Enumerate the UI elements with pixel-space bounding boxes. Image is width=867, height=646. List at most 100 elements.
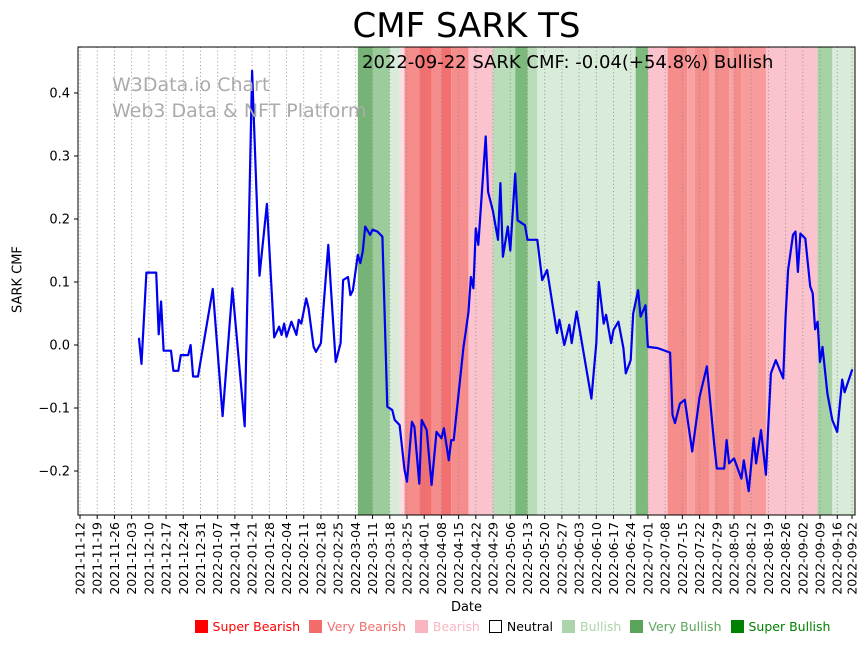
y-tick-label: 0.0	[49, 339, 70, 354]
x-tick-label: 2022-08-19	[761, 522, 776, 595]
sentiment-band	[729, 47, 734, 515]
x-tick-label: 2022-04-22	[468, 522, 483, 595]
x-tick-label: 2021-11-12	[73, 522, 88, 595]
page-title: CMF SARK TS	[352, 6, 581, 46]
x-tick-label: 2021-12-24	[176, 522, 191, 595]
sentiment-band	[451, 47, 469, 515]
x-tick-label: 2022-04-08	[434, 522, 449, 595]
x-tick-label: 2022-02-11	[296, 522, 311, 595]
x-tick-label: 2022-07-22	[692, 522, 707, 595]
sentiment-band	[404, 47, 420, 515]
x-tick-label: 2022-02-04	[279, 522, 294, 595]
legend-swatch-icon	[730, 620, 744, 633]
watermark: W3Data.io Chart Web3 Data & NFT Platform	[112, 72, 366, 124]
legend-item-super-bearish: Super Bearish	[194, 619, 301, 634]
x-tick-label: 2022-03-11	[365, 522, 380, 595]
x-tick-label: 2022-02-18	[313, 522, 328, 595]
sentiment-band	[441, 47, 452, 515]
legend-swatch-icon	[562, 620, 575, 633]
legend-label: Super Bearish	[212, 619, 301, 634]
watermark-line1: W3Data.io Chart	[112, 74, 270, 96]
x-tick-label: 2022-03-04	[348, 522, 363, 595]
x-tick-label: 2022-09-02	[795, 522, 810, 595]
sentiment-band	[357, 47, 373, 515]
y-tick-label: 0.3	[49, 150, 70, 165]
legend-swatch-icon	[194, 620, 208, 633]
x-axis-label: Date	[450, 600, 483, 615]
legend-label: Neutral	[506, 619, 553, 634]
legend-item-very-bullish: Very Bullish	[630, 619, 722, 634]
y-tick-label: 0.4	[49, 87, 70, 102]
sentiment-band	[372, 47, 390, 515]
x-tick-label: 2022-09-16	[830, 522, 845, 595]
x-tick-label: 2022-08-05	[726, 522, 741, 595]
x-tick-label: 2021-12-17	[159, 522, 174, 595]
sentiment-band	[493, 47, 516, 515]
x-tick-label: 2021-12-31	[193, 522, 208, 595]
x-tick-label: 2022-06-17	[606, 522, 621, 595]
x-tick-label: 2022-01-14	[227, 522, 242, 595]
sentiment-band	[399, 47, 405, 515]
sentiment-band	[694, 47, 710, 515]
y-tick-label: 0.1	[49, 276, 70, 291]
x-tick-label: 2022-02-25	[331, 522, 346, 595]
y-tick-label: −0.2	[38, 465, 70, 480]
sentiment-band	[647, 47, 668, 515]
legend-label: Very Bearish	[327, 619, 406, 634]
x-tick-label: 2022-05-20	[537, 522, 552, 595]
legend-item-neutral: Neutral	[488, 619, 553, 634]
x-tick-label: 2021-12-03	[124, 522, 139, 595]
sentiment-band	[832, 47, 855, 515]
x-tick-label: 2022-08-26	[778, 522, 793, 595]
x-tick-label: 2021-12-10	[141, 522, 156, 595]
x-tick-label: 2022-05-13	[520, 522, 535, 595]
x-tick-label: 2022-08-12	[744, 522, 759, 595]
x-tick-label: 2022-07-29	[709, 522, 724, 595]
legend-swatch-icon	[630, 620, 644, 633]
watermark-line2: Web3 Data & NFT Platform	[112, 100, 367, 122]
x-tick-label: 2022-05-27	[554, 522, 569, 595]
x-tick-label: 2022-04-01	[417, 522, 432, 595]
x-tick-label: 2022-01-07	[210, 522, 225, 595]
x-tick-label: 2022-07-15	[675, 522, 690, 595]
x-tick-label: 2022-06-03	[572, 522, 587, 595]
x-tick-label: 2022-06-10	[589, 522, 604, 595]
sentiment-band	[709, 47, 715, 515]
sentiment-band	[687, 47, 695, 515]
sentiment-band	[419, 47, 432, 515]
y-axis-label: SARK CMF	[10, 246, 26, 313]
sentiment-band	[527, 47, 538, 515]
legend-label: Bullish	[580, 619, 622, 634]
x-tick-label: 2022-07-01	[640, 522, 655, 595]
sentiment-band	[733, 47, 742, 515]
sentiment-band	[515, 47, 528, 515]
sentiment-band	[431, 47, 442, 515]
legend-item-very-bearish: Very Bearish	[309, 619, 406, 634]
sentiment-band	[635, 47, 648, 515]
x-tick-label: 2022-01-21	[245, 522, 260, 595]
sentiment-band	[714, 47, 730, 515]
x-tick-label: 2022-09-22	[845, 522, 860, 595]
legend-label: Super Bullish	[748, 619, 831, 634]
legend-item-super-bullish: Super Bullish	[730, 619, 831, 634]
cmf-line	[137, 69, 854, 493]
legend-item-bullish: Bullish	[562, 619, 621, 634]
x-tick-label: 2022-09-09	[813, 522, 828, 595]
legend-label: Very Bullish	[648, 619, 722, 634]
y-tick-label: 0.2	[49, 213, 70, 228]
x-tick-label: 2022-03-18	[382, 522, 397, 595]
x-tick-label: 2022-04-29	[486, 522, 501, 595]
sentiment-band	[667, 47, 688, 515]
x-tick-label: 2022-07-08	[658, 522, 673, 595]
legend-swatch-icon	[309, 620, 323, 633]
x-tick-label: 2022-04-15	[451, 522, 466, 595]
sentiment-legend: Super Bearish Very Bearish Bearish Neutral B…	[160, 619, 865, 634]
legend-label: Bearish	[432, 619, 480, 634]
y-tick-label: −0.1	[38, 402, 70, 417]
x-tick-label: 2022-06-24	[623, 522, 638, 595]
legend-item-bearish: Bearish	[414, 619, 480, 634]
legend-swatch-icon	[414, 620, 428, 633]
sentiment-band	[389, 47, 400, 515]
